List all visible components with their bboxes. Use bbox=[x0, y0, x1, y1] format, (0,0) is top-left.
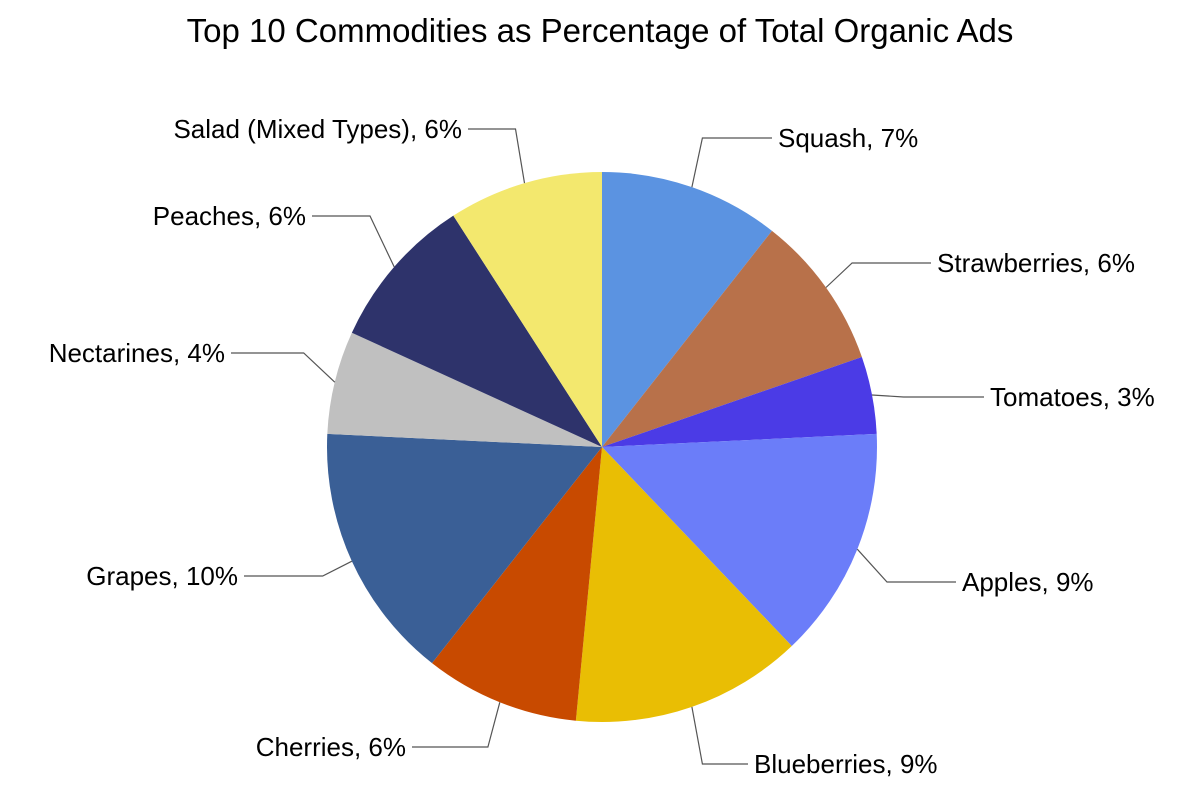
leader-lines bbox=[231, 128, 984, 765]
leader-line-squash bbox=[691, 137, 772, 188]
pie-slice-cherries bbox=[432, 447, 602, 721]
leader-line-peaches bbox=[312, 215, 395, 268]
pie-slice-grapes bbox=[326, 433, 602, 664]
leader-line-grapes bbox=[244, 560, 353, 577]
leader-line-tomatoes bbox=[871, 394, 984, 398]
pie-slice-blueberries bbox=[575, 447, 792, 722]
slice-label-nectarines: Nectarines, 4% bbox=[49, 338, 225, 368]
pie-slice-apples bbox=[602, 433, 878, 647]
slice-label-cherries: Cherries, 6% bbox=[256, 732, 406, 762]
pie-slices bbox=[326, 172, 878, 722]
chart-title: Top 10 Commodities as Percentage of Tota… bbox=[187, 12, 1014, 49]
slice-labels: Squash, 7% Strawberries, 6% Tomatoes, 3% Ap… bbox=[49, 114, 1155, 779]
leader-line-strawberries bbox=[825, 262, 931, 288]
slice-label-blueberries: Blueberries, 9% bbox=[754, 749, 938, 779]
pie-slice-strawberries bbox=[602, 230, 862, 447]
leader-line-blueberries bbox=[691, 706, 748, 765]
leader-line-nectarines bbox=[231, 352, 336, 383]
pie-slice-nectarines bbox=[327, 332, 602, 447]
slice-label-strawberries: Strawberries, 6% bbox=[937, 248, 1135, 278]
leader-line-cherries bbox=[412, 702, 501, 748]
slice-label-squash: Squash, 7% bbox=[778, 123, 918, 153]
pie-slice-squash bbox=[602, 172, 772, 447]
leader-line-salad-mixed-types bbox=[468, 128, 526, 184]
slice-label-salad-mixed-types: Salad (Mixed Types), 6% bbox=[173, 114, 462, 144]
pie-slice-salad-mixed-types bbox=[453, 172, 602, 447]
leader-line-apples bbox=[856, 548, 956, 583]
slice-label-peaches: Peaches, 6% bbox=[153, 201, 306, 231]
pie-slice-peaches bbox=[351, 215, 602, 447]
pie-slice-tomatoes bbox=[602, 357, 877, 447]
slice-label-tomatoes: Tomatoes, 3% bbox=[990, 382, 1155, 412]
slice-label-apples: Apples, 9% bbox=[962, 567, 1094, 597]
slice-label-grapes: Grapes, 10% bbox=[86, 561, 238, 591]
